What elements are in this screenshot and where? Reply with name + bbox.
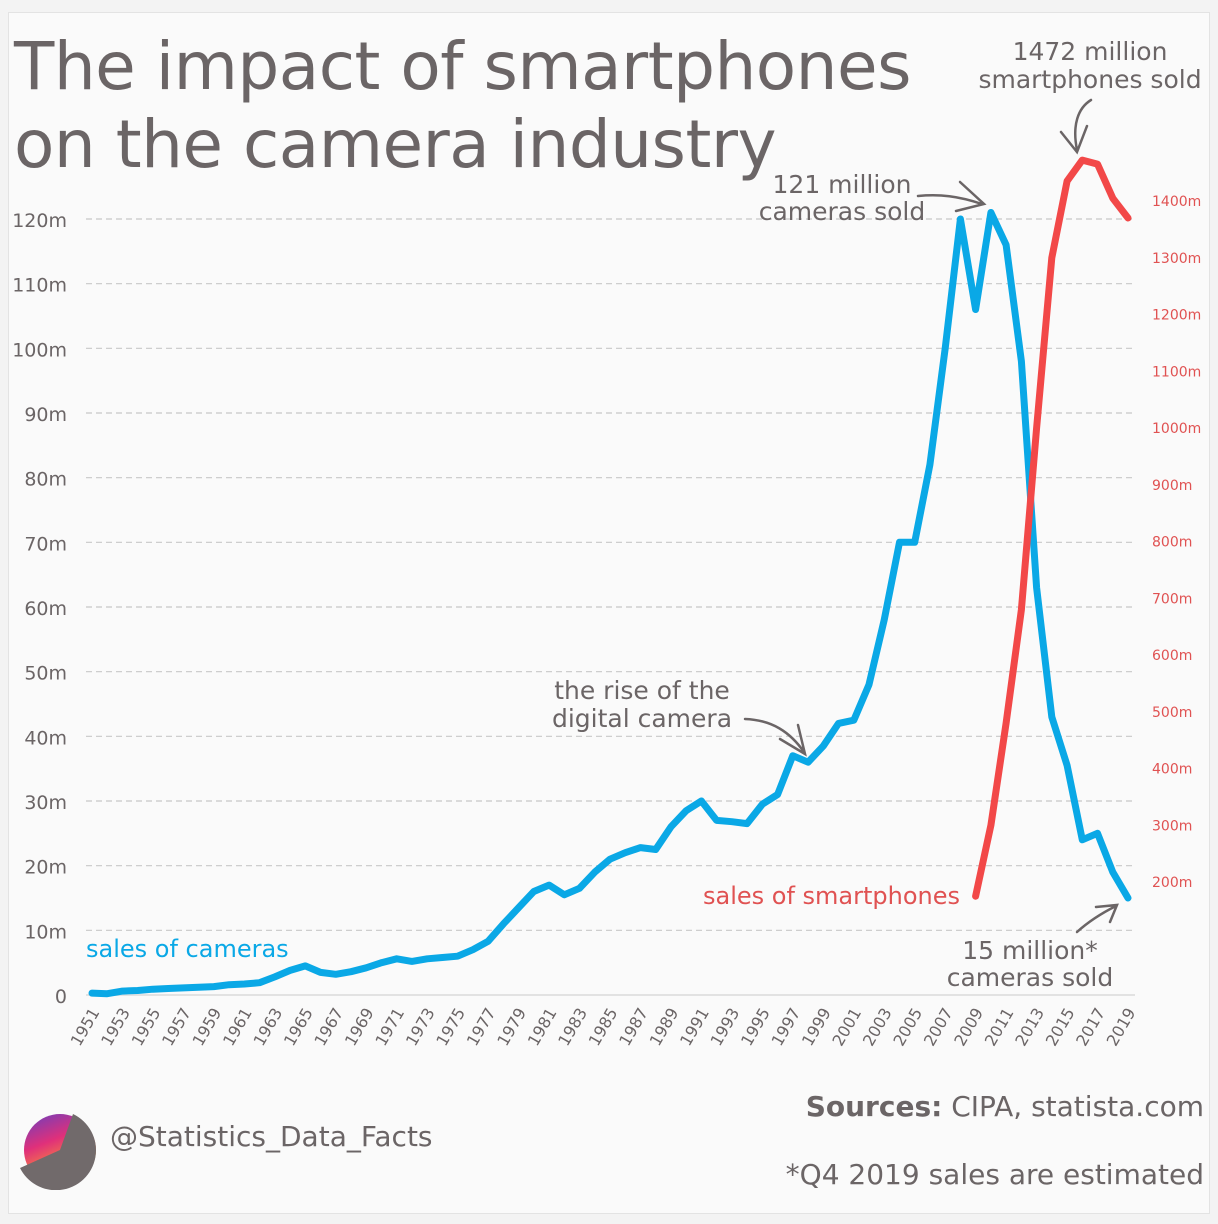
annotation-smartphones-peak-arrow bbox=[1059, 98, 1093, 155]
x-axis-ticks: 1951195319551957195919611963196519671969… bbox=[67, 1005, 1140, 1050]
x-axis-tick-label: 1965 bbox=[280, 1005, 317, 1050]
series-line-smartphones bbox=[972, 156, 1132, 900]
right-axis-tick-label: 1000m bbox=[1152, 421, 1201, 437]
x-axis-tick-label: 1977 bbox=[463, 1005, 500, 1050]
left-axis-tick-label: 50m bbox=[24, 663, 67, 685]
x-axis-tick-label: 2007 bbox=[920, 1005, 957, 1050]
right-axis-tick-label: 1400m bbox=[1152, 194, 1201, 210]
x-axis-tick-label: 1985 bbox=[585, 1005, 622, 1050]
legend: sales of cameras sales of smartphones bbox=[86, 882, 960, 963]
sources-label: Sources: bbox=[805, 1090, 943, 1123]
left-axis-tick-label: 120m bbox=[12, 210, 67, 232]
annotation-digital-rise-line2: digital camera bbox=[552, 704, 732, 733]
x-axis-tick-label: 1987 bbox=[615, 1005, 652, 1050]
brand-logo-icon bbox=[20, 1114, 96, 1190]
chart-title-line1: The impact of smartphones bbox=[14, 28, 912, 105]
sources-line: Sources: CIPA, statista.com bbox=[806, 1090, 1204, 1123]
legend-cameras: sales of cameras bbox=[86, 935, 289, 963]
sources-text: CIPA, statista.com bbox=[942, 1090, 1204, 1123]
right-axis-tick-label: 400m bbox=[1152, 762, 1192, 778]
right-axis-tick-label: 500m bbox=[1152, 705, 1192, 721]
x-axis-tick-label: 2017 bbox=[1072, 1005, 1109, 1050]
left-axis-tick-label: 110m bbox=[12, 275, 67, 297]
x-axis-tick-label: 2015 bbox=[1042, 1005, 1079, 1050]
left-axis-tick-label: 20m bbox=[24, 857, 67, 879]
right-axis-tick-label: 700m bbox=[1152, 591, 1192, 607]
x-axis-tick-label: 2009 bbox=[950, 1005, 987, 1050]
x-axis-tick-label: 2011 bbox=[981, 1005, 1018, 1050]
x-axis-tick-label: 1961 bbox=[219, 1005, 256, 1050]
left-axis-tick-label: 30m bbox=[24, 792, 67, 814]
chart-card bbox=[8, 12, 1210, 1214]
left-axis-tick-label: 70m bbox=[24, 533, 67, 555]
annotation-smartphones-peak-line2: smartphones sold bbox=[978, 65, 1201, 94]
chart-title: The impact of smartphones on the camera … bbox=[14, 28, 912, 184]
legend-smartphones: sales of smartphones bbox=[703, 882, 960, 910]
left-axis-tick-label: 80m bbox=[24, 469, 67, 491]
right-axis-tick-label: 300m bbox=[1152, 818, 1192, 834]
annotation-cameras-2019-arrow bbox=[1075, 903, 1119, 934]
x-axis-tick-label: 1959 bbox=[189, 1005, 226, 1050]
x-axis-tick-label: 1973 bbox=[402, 1005, 439, 1050]
x-axis-tick-label: 1995 bbox=[737, 1005, 774, 1050]
gridlines bbox=[86, 218, 1135, 996]
annotation-digital-rise-line1: the rise of the bbox=[554, 676, 730, 705]
annotations: 121 million cameras sold 1472 million sm… bbox=[552, 37, 1202, 992]
x-axis-tick-label: 1971 bbox=[371, 1005, 408, 1050]
right-axis-tick-label: 900m bbox=[1152, 478, 1192, 494]
left-axis-tick-label: 10m bbox=[24, 921, 67, 943]
x-axis-tick-label: 1981 bbox=[524, 1005, 561, 1050]
x-axis-tick-label: 1993 bbox=[707, 1005, 744, 1050]
annotation-cameras-peak-line2: cameras sold bbox=[759, 197, 926, 226]
right-axis-tick-label: 1200m bbox=[1152, 308, 1201, 324]
x-axis-tick-label: 1969 bbox=[341, 1005, 378, 1050]
author-handle: @Statistics_Data_Facts bbox=[110, 1120, 433, 1153]
x-axis-tick-label: 1967 bbox=[310, 1005, 347, 1050]
series-lines bbox=[88, 156, 1132, 998]
x-axis-tick-label: 1955 bbox=[128, 1005, 165, 1050]
x-axis-tick-label: 1983 bbox=[554, 1005, 591, 1050]
left-axis-tick-label: 40m bbox=[24, 727, 67, 749]
x-axis-tick-label: 1953 bbox=[97, 1005, 134, 1050]
x-axis-tick-label: 1999 bbox=[798, 1005, 835, 1050]
right-axis-tick-label: 1100m bbox=[1152, 364, 1201, 380]
x-axis-tick-label: 1951 bbox=[67, 1005, 104, 1050]
right-axis-ticks: 200m 300m 400m 500m 600m 700m 800m 900m 1000m 110… bbox=[1152, 194, 1201, 891]
left-axis-tick-label: 90m bbox=[24, 404, 67, 426]
x-axis-tick-label: 2019 bbox=[1103, 1005, 1140, 1050]
annotation-cameras-2019-line1: 15 million* bbox=[962, 936, 1098, 965]
x-axis-tick-label: 1979 bbox=[493, 1005, 530, 1050]
annotation-smartphones-peak-line1: 1472 million bbox=[1013, 37, 1168, 66]
x-axis-tick-label: 2013 bbox=[1011, 1005, 1048, 1050]
left-axis-tick-label: 100m bbox=[12, 339, 67, 361]
annotation-cameras-peak-arrow bbox=[916, 180, 987, 213]
right-axis-tick-label: 1300m bbox=[1152, 251, 1201, 267]
chart-title-line2: on the camera industry bbox=[14, 106, 777, 183]
x-axis-tick-label: 1991 bbox=[676, 1005, 713, 1050]
x-axis-tick-label: 1975 bbox=[432, 1005, 469, 1050]
x-axis-tick-label: 2005 bbox=[889, 1005, 926, 1050]
left-axis-ticks: 0 10m 20m 30m 40m 50m 60m 70m 80m 90m 100m 110m 120m bbox=[12, 210, 67, 1008]
annotation-cameras-2019-line2: cameras sold bbox=[947, 963, 1114, 992]
right-axis-tick-label: 200m bbox=[1152, 875, 1192, 891]
annotation-digital-rise-arrow bbox=[743, 717, 807, 757]
right-axis-tick-label: 800m bbox=[1152, 535, 1192, 551]
left-axis-tick-label: 60m bbox=[24, 598, 67, 620]
x-axis-tick-label: 2003 bbox=[859, 1005, 896, 1050]
x-axis-tick-label: 2001 bbox=[828, 1005, 865, 1050]
left-axis-tick-label: 0 bbox=[55, 986, 67, 1008]
x-axis-tick-label: 1989 bbox=[646, 1005, 683, 1050]
annotation-cameras-peak-line1: 121 million bbox=[773, 170, 912, 199]
x-axis-tick-label: 1957 bbox=[158, 1005, 195, 1050]
right-axis-tick-label: 600m bbox=[1152, 648, 1192, 664]
series-line-cameras bbox=[88, 209, 1132, 998]
x-axis-tick-label: 1997 bbox=[767, 1005, 804, 1050]
estimate-note: *Q4 2019 sales are estimated bbox=[785, 1158, 1204, 1191]
x-axis-tick-label: 1963 bbox=[249, 1005, 286, 1050]
